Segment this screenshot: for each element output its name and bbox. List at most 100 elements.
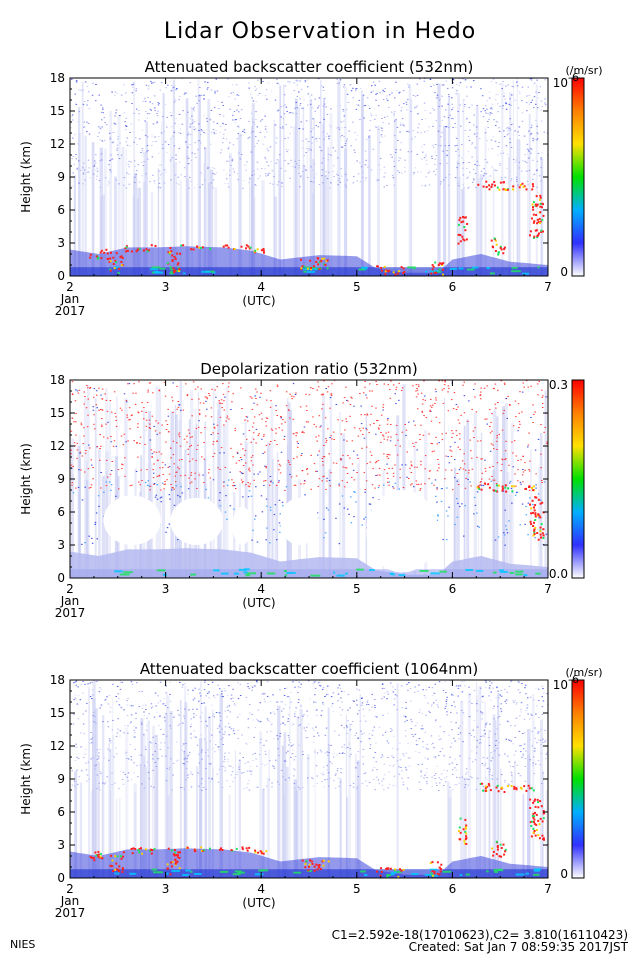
noise-dot (343, 397, 346, 399)
noise-dot (152, 123, 155, 125)
noise-dot (305, 737, 307, 739)
noise-dot (92, 82, 94, 84)
noise-dot (203, 98, 205, 100)
noise-dot (281, 182, 283, 184)
noise-dot (429, 712, 431, 714)
noise-dot (285, 106, 288, 108)
noise-dot (248, 779, 250, 781)
noise-dot (489, 112, 492, 114)
noise-dot (224, 511, 227, 513)
cloud-pixel (115, 261, 118, 264)
noise-dot (472, 729, 475, 731)
noise-dot (164, 720, 166, 722)
noise-dot (100, 159, 103, 161)
noise-dot (457, 185, 460, 187)
noise-dot (86, 387, 89, 389)
noise-dot (109, 706, 112, 708)
noise-dot (254, 395, 256, 397)
cloud-pixel (108, 261, 111, 263)
noise-dot (341, 135, 343, 136)
noise-dot (302, 107, 304, 109)
noise-dot (134, 166, 136, 167)
noise-dot (124, 475, 126, 477)
noise-dot (526, 110, 528, 112)
noise-dot (272, 694, 274, 696)
noise-dot (378, 424, 381, 426)
noise-dot (526, 95, 528, 97)
noise-dot (424, 468, 426, 470)
noise-dot (508, 520, 510, 522)
noise-dot (221, 402, 223, 404)
cloud-pixel (402, 267, 405, 270)
noise-dot (96, 390, 98, 392)
noise-dot (186, 441, 188, 443)
noise-dot (323, 518, 325, 520)
noise-dot (258, 414, 261, 416)
noise-dot (122, 771, 125, 773)
noise-dot (202, 474, 204, 476)
noise-dot (424, 110, 426, 111)
cloud-pixel (529, 234, 531, 237)
noise-dot (284, 760, 287, 762)
noise-dot (468, 701, 471, 703)
noise-dot (478, 164, 481, 166)
noise-dot (211, 167, 214, 168)
signal-streak (320, 80, 322, 276)
noise-dot (333, 753, 335, 755)
noise-dot (413, 172, 415, 174)
noise-dot (262, 81, 264, 82)
noise-dot (119, 730, 122, 732)
noise-dot (220, 149, 223, 151)
noise-dot (350, 145, 352, 147)
noise-dot (424, 399, 427, 401)
noise-dot (125, 92, 127, 94)
noise-dot (165, 755, 167, 757)
noise-dot (392, 475, 395, 477)
noise-dot (207, 749, 209, 751)
noise-dot (406, 476, 408, 478)
noise-dot (134, 176, 136, 178)
noise-dot (269, 146, 271, 148)
noise-dot (525, 505, 527, 508)
noise-dot (323, 138, 325, 140)
noise-dot (192, 108, 195, 110)
cloud-pixel (109, 257, 112, 260)
cloud-pixel (323, 263, 326, 266)
noise-dot (115, 179, 118, 181)
noise-dot (312, 118, 314, 120)
noise-dot (412, 95, 415, 96)
noise-dot (437, 514, 439, 516)
noise-dot (322, 393, 324, 395)
noise-dot (434, 479, 437, 481)
noise-dot (279, 472, 282, 474)
noise-dot (508, 761, 510, 763)
noise-dot (84, 753, 87, 755)
noise-dot (305, 405, 308, 407)
signal-streak (283, 732, 287, 878)
noise-dot (76, 783, 79, 785)
noise-dot (494, 733, 496, 735)
signal-streak (189, 390, 194, 578)
noise-dot (388, 467, 390, 469)
cloud-pixel (126, 249, 129, 252)
cloud-pixel (488, 184, 491, 187)
noise-dot (372, 757, 375, 759)
noise-dot (445, 126, 448, 127)
noise-dot (292, 418, 294, 420)
noise-dot (177, 401, 180, 402)
noise-dot (372, 730, 374, 732)
noise-dot (264, 451, 266, 453)
noise-dot (402, 781, 405, 783)
noise-dot (181, 459, 183, 460)
noise-dot (525, 380, 528, 382)
noise-dot (401, 118, 404, 120)
noise-dot (276, 159, 278, 161)
noise-dot (347, 720, 349, 722)
noise-dot (457, 484, 460, 485)
noise-dot (125, 751, 128, 753)
noise-dot (78, 89, 80, 91)
noise-dot (313, 378, 315, 379)
noise-dot (266, 763, 268, 765)
noise-dot (223, 756, 226, 758)
signal-streak (173, 162, 178, 276)
